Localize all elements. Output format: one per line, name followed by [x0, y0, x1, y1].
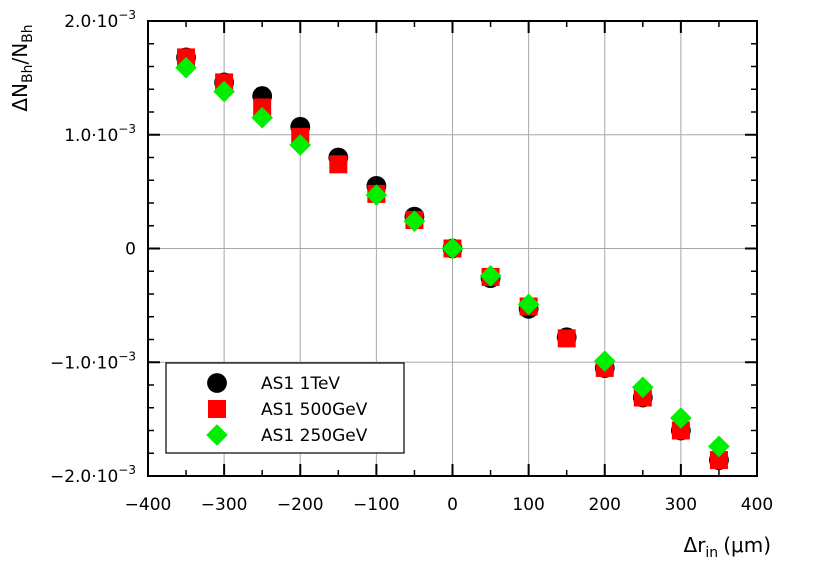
y-tick-exponent: −3 [118, 463, 136, 477]
data-point [708, 435, 730, 458]
y-title-slash: /N [8, 43, 32, 65]
legend-marker [208, 400, 226, 418]
data-point [213, 80, 235, 103]
legend-box [165, 362, 405, 454]
legend-label: AS1 1TeV [261, 374, 340, 394]
y-axis-title: ΔNBh/NBh [8, 24, 36, 111]
x-title-main: Δr [684, 533, 707, 557]
data-point [632, 376, 654, 399]
y-tick-label: 1.0·10−3 [64, 122, 136, 146]
y-title-sub2: Bh [20, 24, 36, 42]
y-tick-mantissa: 0 [125, 240, 136, 260]
y-tick-mantissa: −2.0·10 [50, 467, 118, 487]
legend-marker [206, 424, 228, 446]
data-point [593, 350, 616, 372]
y-tick-exponent: −3 [118, 8, 136, 22]
x-tick-label: 100 [512, 495, 544, 515]
data-point [251, 106, 273, 129]
x-tick-label: 400 [741, 495, 773, 515]
legend-label: AS1 500GeV [261, 400, 368, 420]
data-point [441, 237, 464, 260]
x-tick-label: −400 [125, 495, 172, 515]
legend: AS1 1TeV AS1 500GeV AS1 250GeV [165, 362, 405, 454]
y-tick-exponent: −3 [118, 122, 136, 136]
y-tick-mantissa: 2.0·10 [64, 12, 118, 32]
data-point [403, 210, 426, 232]
x-tick-labels: −400 −300 −200 −100 0 100 200 300 400 [125, 495, 774, 515]
x-title-sub: in [705, 545, 718, 561]
data-point [709, 451, 728, 470]
data-point [670, 407, 692, 429]
y-tick-label: −2.0·10−3 [50, 463, 136, 487]
y-tick-labels: −2.0·10−3−1.0·10−301.0·10−32.0·10−3 [50, 8, 136, 487]
y-tick-exponent: −3 [118, 349, 136, 363]
legend-marker [207, 373, 227, 393]
legend-label: AS1 250GeV [261, 426, 368, 446]
data-point [557, 329, 576, 348]
y-title-sub1: Bh [20, 65, 36, 83]
data-points [175, 47, 730, 470]
axis-ticks [147, 20, 758, 477]
x-tick-label: 300 [665, 495, 697, 515]
y-tick-label: 0 [125, 240, 136, 260]
x-tick-label: 200 [589, 495, 621, 515]
series-diamond [175, 56, 730, 458]
x-tick-label: −100 [353, 495, 400, 515]
data-point [289, 134, 312, 156]
y-tick-label: −1.0·10−3 [50, 349, 136, 373]
y-tick-mantissa: −1.0·10 [50, 353, 118, 373]
x-tick-label: −200 [277, 495, 324, 515]
data-point [365, 184, 388, 206]
y-tick-mantissa: 1.0·10 [64, 126, 118, 146]
data-point [329, 155, 348, 174]
data-point [175, 56, 197, 79]
data-point [671, 421, 690, 440]
x-axis-title: Δrin (μm) [684, 533, 771, 561]
data-point [517, 293, 540, 316]
x-tick-label: −300 [201, 495, 248, 515]
x-tick-label: 0 [447, 495, 458, 515]
data-point [479, 265, 502, 287]
y-title-delta: ΔN [8, 83, 32, 112]
x-title-unit: (μm) [723, 533, 771, 557]
y-tick-label: 2.0·10−3 [64, 8, 136, 32]
